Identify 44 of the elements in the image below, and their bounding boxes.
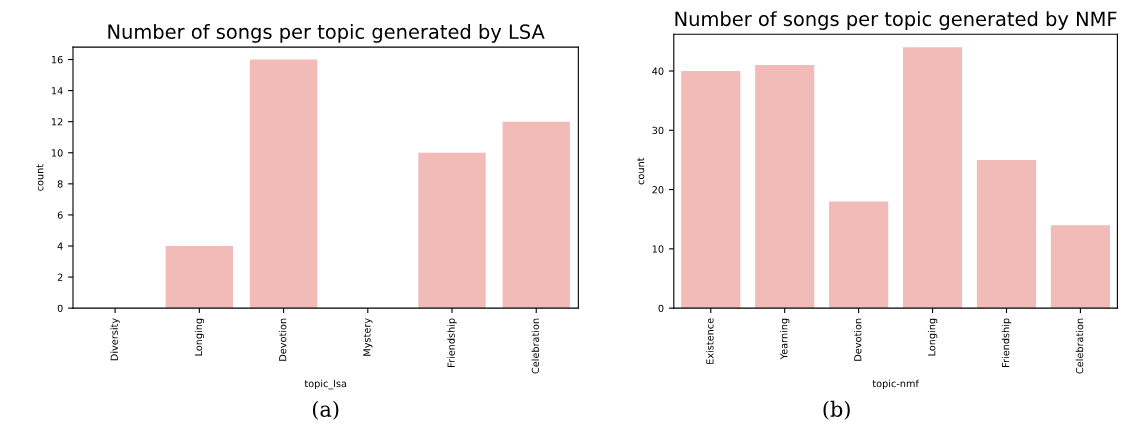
chart-title: Number of songs per topic generated by NMF (675, 11, 1117, 30)
y-tick-label: 10 (51, 149, 63, 157)
x-axis-title: topic-nmf (872, 379, 920, 390)
text: (b) (823, 400, 850, 420)
y-tick-label: 40 (652, 67, 664, 75)
text: (a) (312, 400, 339, 420)
bar (418, 152, 486, 309)
x-tick-label: Devotion (278, 318, 287, 361)
y-tick-label: 20 (652, 186, 664, 194)
bar (681, 71, 741, 309)
y-tick-label: 0 (57, 304, 63, 312)
y-tick-label: 2 (57, 273, 63, 281)
bar (165, 246, 234, 309)
x-tick-label: Diversity (110, 318, 120, 361)
y-axis-title: count (637, 157, 645, 185)
y-tick-label: 10 (652, 245, 664, 253)
x-tick-label: Mystery (363, 318, 373, 356)
bar (976, 159, 1037, 309)
y-axis-title: count (36, 164, 44, 191)
chart-title: Number of songs per topic generated by LSA (108, 23, 545, 43)
x-tick-label: Celebration (531, 318, 540, 374)
bar (902, 47, 963, 309)
bar (1050, 225, 1110, 309)
x-tick-label: Existence (706, 318, 714, 364)
x-tick-label: Devotion (853, 318, 862, 361)
x-axis-title: topic_lsa (304, 379, 347, 390)
y-tick-label: 4 (57, 242, 63, 250)
y-tick-label: 16 (51, 55, 63, 64)
bar (249, 59, 318, 309)
y-tick-label: 14 (51, 87, 63, 95)
x-tick-label: Friendship (1001, 318, 1012, 367)
y-tick-label: 12 (51, 118, 63, 126)
x-tick-label: Friendship (447, 318, 457, 367)
x-tick-label: Celebration (1075, 318, 1084, 374)
bar (502, 121, 570, 309)
x-tick-label: Longing (927, 318, 938, 356)
bar (829, 201, 889, 309)
y-tick-label: 0 (658, 304, 664, 312)
y-tick-label: 8 (57, 180, 63, 188)
x-tick-label: Yearning (779, 318, 790, 360)
y-tick-label: 30 (652, 126, 664, 135)
y-tick-label: 6 (57, 211, 63, 219)
x-tick-label: Longing (194, 318, 205, 356)
bar (755, 65, 815, 309)
